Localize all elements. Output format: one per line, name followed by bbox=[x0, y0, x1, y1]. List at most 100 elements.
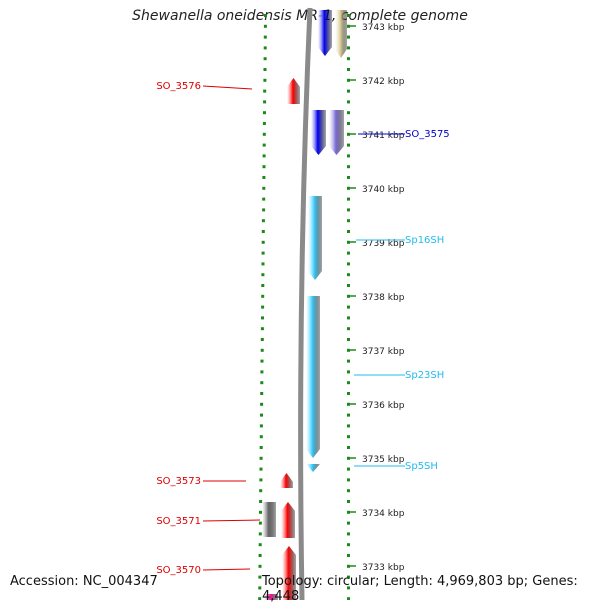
ruler-dot bbox=[258, 575, 262, 579]
ruler-dot bbox=[261, 240, 265, 244]
ruler-dot bbox=[347, 89, 350, 93]
ruler-dot bbox=[259, 500, 263, 503]
gene-label-leader bbox=[202, 85, 253, 90]
gene-label: SO_3575 bbox=[405, 129, 450, 140]
gene-label: SO_3571 bbox=[156, 516, 201, 527]
ruler-dot bbox=[347, 543, 350, 547]
ruler-dot bbox=[347, 597, 350, 600]
ruler-dot bbox=[347, 230, 350, 233]
ruler-dot bbox=[263, 57, 267, 61]
ruler-dot bbox=[262, 132, 266, 136]
kbp-tick-label: 3739 kbp bbox=[362, 239, 405, 249]
ruler-dot bbox=[347, 294, 350, 298]
ruler-dot bbox=[259, 478, 263, 482]
ruler-dot bbox=[347, 402, 350, 406]
kbp-tick-label: 3735 kbp bbox=[362, 455, 405, 465]
ruler-dot bbox=[263, 89, 267, 93]
ruler-dot bbox=[347, 338, 350, 341]
ruler-dot bbox=[261, 251, 265, 255]
ruler-dot bbox=[261, 273, 265, 277]
ruler-dot bbox=[347, 521, 350, 525]
ruler-dot bbox=[260, 359, 264, 363]
ruler-dot bbox=[263, 111, 266, 115]
ruler-dot bbox=[347, 143, 350, 147]
gene-label: Sp5SH bbox=[405, 461, 438, 472]
ruler-dot bbox=[347, 381, 350, 385]
gene-label-leader bbox=[202, 519, 261, 522]
ruler-dot bbox=[263, 46, 267, 50]
ruler-dot bbox=[262, 154, 266, 158]
ruler-dot bbox=[347, 467, 350, 471]
kbp-tick-label: 3737 kbp bbox=[362, 347, 405, 357]
kbp-tick-label: 3742 kbp bbox=[362, 77, 405, 87]
ruler-dot bbox=[261, 294, 265, 298]
ruler-dot bbox=[347, 564, 350, 568]
ruler-dot bbox=[347, 68, 350, 71]
ruler-dot bbox=[261, 284, 265, 287]
ruler-dot bbox=[347, 586, 350, 590]
ruler-dot bbox=[347, 154, 350, 158]
ruler-dot bbox=[262, 186, 266, 190]
kbp-tick-label: 3736 kbp bbox=[362, 401, 405, 411]
gene-arrow bbox=[311, 110, 326, 155]
gene-arrow bbox=[318, 10, 332, 56]
ruler-dot bbox=[347, 413, 350, 417]
ruler-dot bbox=[347, 478, 350, 482]
ruler-dot bbox=[259, 467, 263, 471]
ruler-dot bbox=[347, 24, 350, 28]
genome-backbone bbox=[298, 7, 313, 600]
gene-arrow bbox=[306, 464, 320, 472]
kbp-axis: 3743 kbp 3742 kbp 3741 kbp 3740 kbp 3739 kbp… bbox=[350, 23, 405, 573]
ruler-dot bbox=[347, 14, 350, 17]
ruler-dot bbox=[347, 435, 350, 439]
ruler-dot bbox=[258, 597, 262, 600]
ruler-dot bbox=[260, 402, 264, 406]
kbp-tick-label: 3740 kbp bbox=[362, 185, 405, 195]
ruler-dot bbox=[259, 424, 263, 428]
gene-arrow bbox=[329, 110, 344, 155]
ruler-dot bbox=[260, 413, 263, 417]
ruler-dot bbox=[259, 510, 262, 514]
ruler-dot bbox=[260, 348, 264, 352]
ruler-dot bbox=[261, 219, 265, 223]
gene-label: Sp16SH bbox=[405, 235, 444, 246]
kbp-tick-label: 3734 kbp bbox=[362, 509, 405, 519]
gene-arrow bbox=[287, 78, 300, 104]
ruler-dot bbox=[347, 240, 350, 244]
gene-arrow bbox=[306, 296, 320, 458]
ruler-dot bbox=[347, 46, 350, 50]
ruler-dot bbox=[347, 456, 350, 460]
ruler-dot bbox=[263, 24, 267, 28]
ruler-dot bbox=[347, 359, 350, 363]
kbp-tick-label: 3743 kbp bbox=[362, 23, 405, 33]
ruler-dot bbox=[347, 554, 350, 557]
ruler-dot bbox=[262, 197, 266, 201]
accession-text: Accession: NC_004347 bbox=[10, 574, 158, 589]
ruler-dot bbox=[347, 262, 350, 266]
gene-arrow bbox=[281, 502, 295, 538]
gene-label: SO_3570 bbox=[156, 565, 201, 576]
gene-arrow bbox=[264, 594, 278, 600]
ruler-dot bbox=[260, 392, 264, 395]
gene-arrow bbox=[262, 502, 276, 537]
ruler-dot bbox=[260, 381, 264, 385]
ruler-dot bbox=[347, 575, 350, 579]
gene-label-leader bbox=[202, 568, 251, 571]
ruler-dot bbox=[347, 327, 350, 331]
ruler-dot bbox=[347, 208, 350, 212]
ruler-dot bbox=[347, 176, 350, 179]
kbp-tick-label: 3733 kbp bbox=[362, 563, 405, 573]
ruler-dot bbox=[347, 532, 350, 536]
ruler-dot bbox=[347, 165, 350, 169]
ruler-dot bbox=[262, 143, 266, 147]
ruler-dot bbox=[347, 100, 350, 104]
ruler-dot bbox=[264, 14, 267, 17]
ruler-dot bbox=[347, 132, 350, 136]
ruler-dot bbox=[260, 370, 264, 374]
ruler-dot bbox=[261, 262, 265, 266]
ruler-dot bbox=[347, 111, 350, 115]
ruler-dot bbox=[258, 521, 262, 525]
left-labels: SO_3576 SO_3573 SO_3571 SO_3570 bbox=[156, 81, 261, 576]
ruler-dot bbox=[347, 284, 350, 287]
